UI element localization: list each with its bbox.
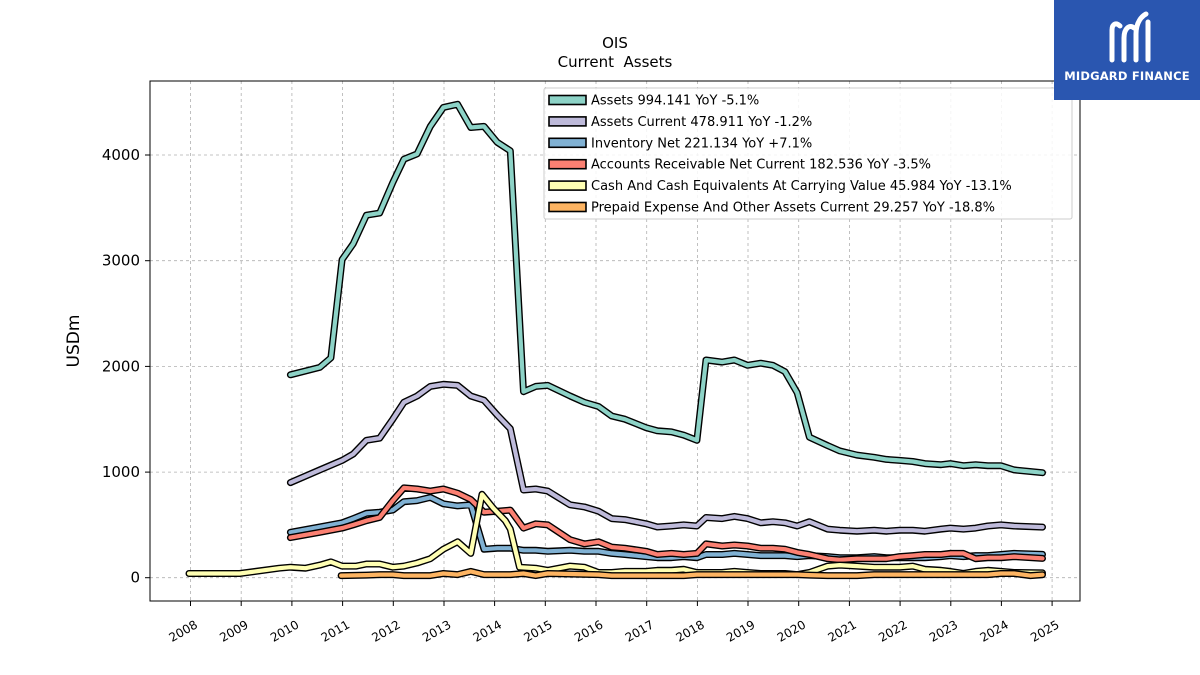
legend-swatch (548, 116, 587, 127)
x-tick-label: 2018 (673, 617, 706, 644)
x-tick-label: 2015 (521, 617, 554, 644)
logo-text: MIDGARD FINANCE (1064, 69, 1190, 83)
legend-label: Accounts Receivable Net Current 182.536 … (591, 158, 931, 173)
x-tick-label: 2021 (825, 617, 858, 644)
midgard-logo-icon (1109, 11, 1151, 63)
x-tick-label: 2008 (167, 617, 200, 644)
series-line (339, 569, 1045, 578)
x-tick-label: 2009 (217, 617, 250, 644)
x-tick-label: 2025 (1028, 617, 1061, 644)
x-tick-label: 2017 (623, 617, 656, 644)
legend: Assets 994.141 YoY -5.1% Assets Current 4… (543, 87, 1073, 220)
legend-swatch (548, 137, 587, 149)
legend-frame (543, 87, 1073, 220)
midgard-logo: MIDGARD FINANCE (1054, 0, 1200, 100)
series-line (186, 492, 1045, 577)
y-tick-label: 0 (130, 569, 140, 587)
series-line (288, 382, 1045, 534)
x-tick-label: 2011 (319, 617, 352, 644)
x-tick-label: 2012 (369, 617, 402, 644)
y-tick-label: 3000 (102, 252, 140, 270)
y-tick-label: 1000 (102, 463, 140, 481)
x-tick-label: 2016 (572, 617, 605, 644)
y-axis-label: USDm (64, 315, 84, 368)
x-tick-label: 2023 (927, 617, 960, 644)
chart-subtitle: Current Assets (558, 53, 673, 71)
legend-label: Assets Current 478.911 YoY -1.2% (591, 115, 812, 130)
legend-swatch (548, 201, 587, 213)
x-tick-label: 2014 (471, 617, 504, 644)
x-tick-label: 2019 (724, 617, 757, 644)
legend-label: Prepaid Expense And Other Assets Current… (591, 201, 995, 216)
plot-frame (149, 80, 1081, 602)
chart-title: OIS (602, 34, 628, 52)
x-tick-label: 2013 (420, 617, 453, 644)
x-tick-label: 2010 (268, 617, 301, 644)
y-tick-label: 4000 (102, 146, 140, 164)
legend-swatch (548, 180, 587, 191)
x-tick-label: 2022 (876, 617, 909, 644)
legend-label: Inventory Net 221.134 YoY +7.1% (591, 136, 812, 151)
legend-label: Assets 994.141 YoY -5.1% (591, 94, 759, 109)
series-line (288, 485, 1045, 562)
legend-swatch (548, 94, 587, 106)
series-line (288, 102, 1045, 475)
y-tick-label: 2000 (102, 357, 140, 375)
x-tick-label: 2024 (977, 617, 1010, 644)
x-tick-label: 2020 (775, 617, 808, 644)
legend-swatch (548, 158, 587, 170)
series-lines (185, 100, 1046, 580)
legend-label: Cash And Cash Equivalents At Carrying Va… (591, 179, 1012, 194)
